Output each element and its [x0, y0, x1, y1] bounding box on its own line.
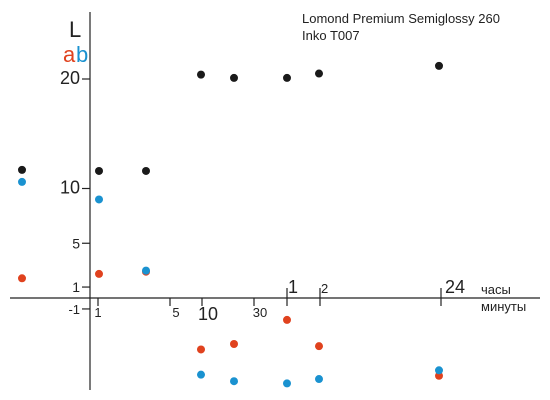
x-tick-label-minutes: 10 — [198, 304, 218, 324]
x-tick-label-minutes: 30 — [253, 305, 267, 320]
x-unit-hours: часы — [481, 282, 511, 297]
data-point-b — [142, 266, 150, 275]
chart-title-line-1: Lomond Premium Semiglossy 260 — [302, 11, 500, 26]
data-point-a — [230, 339, 238, 348]
data-point-L — [197, 70, 205, 79]
axis-label-b: b — [76, 42, 88, 67]
data-point-a — [315, 342, 323, 351]
data-point-b — [18, 177, 26, 186]
y-tick-label: 10 — [60, 178, 80, 198]
x-tick-label-hours: 2 — [321, 281, 328, 296]
y-tick-label: -1 — [68, 302, 80, 317]
x-tick-label-minutes: 5 — [172, 305, 179, 320]
data-point-a — [18, 274, 26, 283]
data-point-b — [230, 377, 238, 386]
data-point-a — [283, 315, 291, 324]
x-tick-label-hours: 1 — [288, 277, 298, 297]
data-point-b — [95, 195, 103, 204]
data-point-L — [435, 61, 443, 70]
data-point-L — [142, 166, 150, 175]
y-tick-label: 1 — [72, 279, 80, 295]
axis-label-a: a — [63, 42, 76, 67]
data-point-L — [315, 69, 323, 78]
x-tick-label-minutes: 1 — [94, 305, 101, 320]
data-point-b — [435, 366, 443, 375]
data-point-b — [197, 370, 205, 379]
y-tick-label: 5 — [72, 235, 80, 251]
data-point-b — [283, 379, 291, 388]
data-point-L — [230, 73, 238, 82]
x-unit-minutes: минуты — [481, 299, 526, 314]
chart-title-line-2: Inko T007 — [302, 28, 360, 43]
x-tick-label-hours: 24 — [445, 277, 465, 297]
axis-label-l: L — [69, 17, 81, 42]
y-ticks: 20 10 5 1 -1 — [60, 68, 90, 317]
data-point-a — [435, 371, 443, 380]
data-point-a — [95, 269, 103, 278]
data-points — [18, 61, 443, 388]
x-ticks: 1 5 10 30 1 2 24 — [94, 277, 465, 324]
data-point-L — [18, 165, 26, 174]
data-point-a — [197, 345, 205, 354]
data-point-L — [283, 73, 291, 82]
y-tick-label: 20 — [60, 68, 80, 88]
data-point-L — [95, 166, 103, 175]
data-point-b — [315, 375, 323, 384]
